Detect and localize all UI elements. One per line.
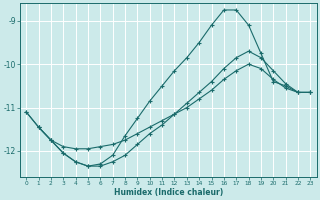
X-axis label: Humidex (Indice chaleur): Humidex (Indice chaleur) bbox=[114, 188, 223, 197]
